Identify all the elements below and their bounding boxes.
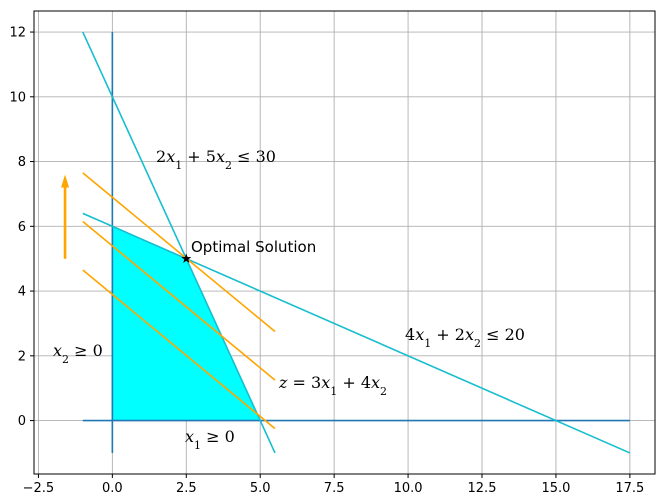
- lines-layer: [82, 31, 631, 454]
- x2-nonneg-annotation: x2 ≥ 0: [53, 341, 103, 366]
- x1-nonneg-annotation: x1 ≥ 0: [185, 427, 235, 452]
- y-axis-ticks: 0 2 4 6 8 10 12: [9, 26, 34, 429]
- x-tick-label: −2.5: [23, 481, 55, 496]
- x-tick-label: 2.5: [176, 481, 197, 496]
- constraint1-annotation: 2x1 + 5x2 ≤ 30: [156, 147, 276, 172]
- y-tick-label: 8: [18, 155, 26, 170]
- constraint2-annotation: 4x1 + 2x2 ≤ 20: [405, 325, 525, 350]
- constraint-line-2: [82, 212, 631, 454]
- objective-line-1: [82, 269, 276, 430]
- x-tick-label: 17.5: [615, 481, 644, 496]
- objective-annotation: z = 3x1 + 4x2: [278, 373, 387, 398]
- objective-line-2: [82, 220, 276, 381]
- feasible-region-layer: [112, 226, 261, 421]
- optimal-solution-label: Optimal Solution: [191, 238, 316, 256]
- y-tick-label: 2: [18, 349, 26, 364]
- objective-direction-arrow-head: [61, 174, 70, 188]
- plot-frame: [33, 10, 656, 475]
- y-tick-label: 10: [9, 90, 26, 105]
- marks-layer: [61, 174, 192, 263]
- x-tick-label: 0.0: [102, 481, 123, 496]
- y-tick-label: 12: [9, 26, 26, 41]
- constraint-line-1: [82, 31, 276, 454]
- objective-line-3: [82, 172, 276, 333]
- x-axis-ticks: −2.5 0.0 2.5 5.0 7.5 10.0 12.5 15.0 17.5: [23, 474, 644, 496]
- x-tick-label: 5.0: [250, 481, 271, 496]
- x-tick-label: 7.5: [324, 481, 345, 496]
- optimal-point-marker: [181, 253, 192, 263]
- x-tick-label: 10.0: [394, 481, 423, 496]
- y-tick-label: 6: [18, 220, 26, 235]
- y-tick-label: 0: [18, 414, 26, 429]
- x-tick-label: 12.5: [468, 481, 497, 496]
- feasible-region: [112, 226, 261, 421]
- x-tick-label: 15.0: [541, 481, 570, 496]
- y-tick-label: 4: [18, 285, 26, 300]
